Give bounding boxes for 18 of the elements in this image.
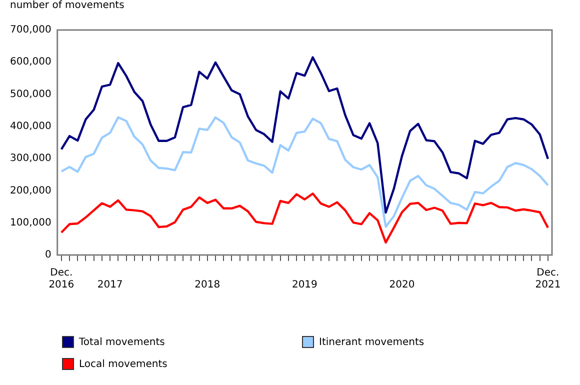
y-tick-label: 0 <box>44 250 52 261</box>
y-tick-label: 700,000 <box>10 24 52 36</box>
legend-label: Itinerant movements <box>319 336 424 348</box>
x-tick-label: 2020 <box>389 280 415 291</box>
y-tick-label: 500,000 <box>10 88 52 100</box>
legend-label: Local movements <box>79 358 168 370</box>
y-tick-label: 400,000 <box>10 121 52 132</box>
x-tick-label: 2018 <box>194 280 220 291</box>
y-axis-title: number of movements <box>10 0 124 11</box>
legend-label: Total movements <box>79 336 165 348</box>
x-tick-label: Dec. 2016 <box>48 268 74 291</box>
x-tick-label: 2019 <box>292 280 318 291</box>
y-tick-label: 300,000 <box>10 153 52 164</box>
y-tick-label: 200,000 <box>10 185 52 196</box>
y-tick-label: 600,000 <box>10 56 52 68</box>
x-tick-label: Dec. 2021 <box>535 268 561 291</box>
y-tick-label: 100,000 <box>10 217 52 228</box>
x-tick-label: 2017 <box>97 280 123 291</box>
